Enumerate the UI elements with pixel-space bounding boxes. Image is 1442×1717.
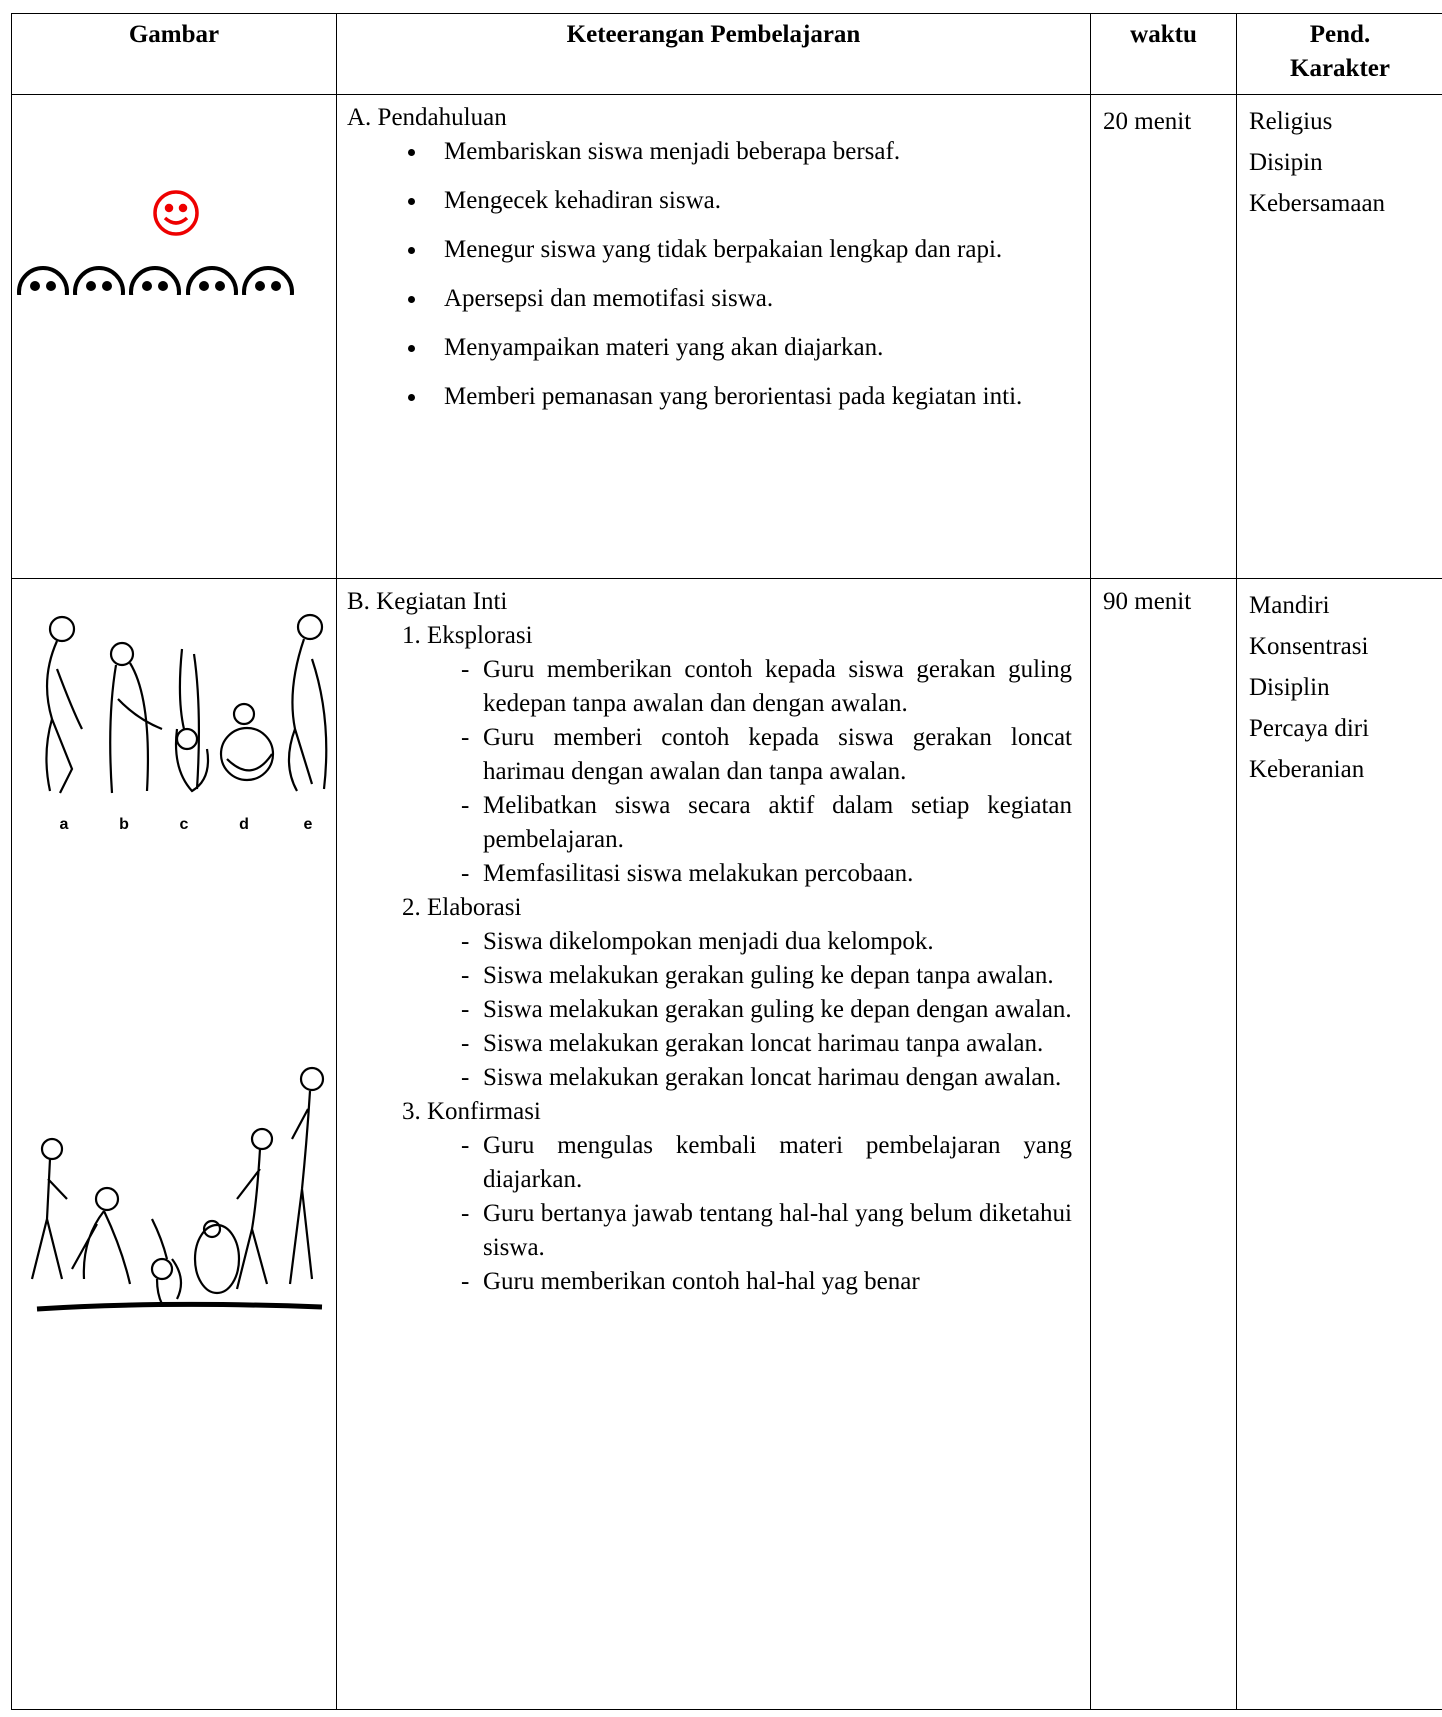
smiley <box>73 266 125 295</box>
figure-label: d <box>239 816 249 833</box>
figure-label: c <box>180 816 189 833</box>
smiley <box>242 266 294 295</box>
row: A. Pendahuluan Membariskan siswa menjadi … <box>11 94 1442 579</box>
list-item: Guru memberi contoh kepada siswa gerakan… <box>347 721 1072 789</box>
list-item: Guru mengulas kembali materi pembelajara… <box>347 1129 1072 1197</box>
gymnastics-figures: a b c d e <box>30 613 328 1312</box>
smiley <box>17 266 69 295</box>
character-value: Percaya diri <box>1249 715 1370 742</box>
group-title: 1. Eksplorasi <box>402 622 533 649</box>
list-item: Siswa melakukan gerakan loncat harimau d… <box>347 1061 1072 1095</box>
character-value: Disipin <box>1249 149 1323 176</box>
bullet-item: Menyampaikan materi yang akan diajarkan. <box>347 331 1072 365</box>
header-text: Pend. <box>1309 21 1371 48</box>
bullet-item: Apersepsi dan memotifasi siswa. <box>347 282 1072 316</box>
column-header: Gambar <box>11 13 337 95</box>
list-item: Guru memberikan contoh hal-hal yag benar <box>347 1265 1072 1299</box>
figure-label: b <box>119 816 129 833</box>
content-cell: A. Pendahuluan Membariskan siswa menjadi … <box>337 95 1090 414</box>
list-item: Siswa melakukan gerakan loncat harimau t… <box>347 1027 1072 1061</box>
list-item: Guru memberikan contoh kepada siswa gera… <box>347 653 1072 721</box>
list-item: Memfasilitasi siswa melakukan percobaan. <box>347 857 1072 891</box>
image-cell <box>11 94 337 579</box>
column-header: Keteerangan Pembelajaran <box>336 13 1091 95</box>
section-title: B. Kegiatan Inti <box>347 588 508 615</box>
bullet-item: Memberi pemanasan yang berorientasi pada… <box>347 380 1072 414</box>
character-value: Mandiri <box>1249 592 1330 619</box>
list-item: Siswa melakukan gerakan guling ke depan … <box>347 959 1072 993</box>
list-item: Siswa dikelompokan menjadi dua kelompok. <box>347 925 1072 959</box>
column-header: Pend. Karakter <box>1236 13 1442 95</box>
character-value: Konsentrasi <box>1249 633 1369 660</box>
lesson-table: Gambar Keteerangan Pembelajaran waktu Pend.… <box>11 13 1442 1710</box>
list-item: Siswa melakukan gerakan guling ke depan … <box>347 993 1072 1027</box>
header-text: Keteerangan Pembelajaran <box>566 21 861 48</box>
smiley-icons <box>17 190 294 295</box>
header-text: Karakter <box>1290 55 1390 82</box>
content-cell: B. Kegiatan Inti 1. Eksplorasi Guru member… <box>337 579 1090 1299</box>
time-cell: 90 menit <box>1091 579 1236 619</box>
column-header: waktu <box>1090 13 1237 95</box>
bullet-item: Membariskan siswa menjadi beberapa bersa… <box>347 135 1072 169</box>
figure-label: e <box>304 816 313 833</box>
smiley <box>129 266 181 295</box>
smiley <box>186 266 238 295</box>
character-cell: Mandiri Konsentrasi Disiplin Percaya diri Ke… <box>1237 579 1442 790</box>
list-item: Melibatkan siswa secara aktif dalam seti… <box>347 789 1072 857</box>
section-title: A. Pendahuluan <box>347 104 507 131</box>
bullet-item: Menegur siswa yang tidak berpakaian leng… <box>347 233 1072 267</box>
figure-label: a <box>60 816 69 833</box>
row: a b c d e B. Kegiatan Inti 1. Eksplorasi Guru … <box>11 578 1442 1710</box>
image-cell: a b c d e <box>11 578 337 1710</box>
group-title: 3. Konfirmasi <box>402 1098 541 1125</box>
header-row: Gambar Keteerangan Pembelajaran waktu Pend.… <box>11 13 1442 95</box>
group-title: 2. Elaborasi <box>402 894 522 921</box>
header-text: waktu <box>1130 21 1197 48</box>
character-value: Disiplin <box>1249 674 1330 701</box>
character-value: Religius <box>1249 108 1333 135</box>
bullet-item: Mengecek kehadiran siswa. <box>347 184 1072 218</box>
time-cell: 20 menit <box>1091 95 1236 142</box>
list-item: Guru bertanya jawab tentang hal-hal yang… <box>347 1197 1072 1265</box>
time: 20 menit <box>1103 108 1192 135</box>
header-text: Gambar <box>128 21 220 48</box>
character-cell: Religius Disipin Kebersamaan <box>1237 95 1442 224</box>
character-value: Keberanian <box>1249 756 1365 783</box>
character-value: Kebersamaan <box>1249 190 1386 217</box>
time: 90 menit <box>1103 588 1192 615</box>
